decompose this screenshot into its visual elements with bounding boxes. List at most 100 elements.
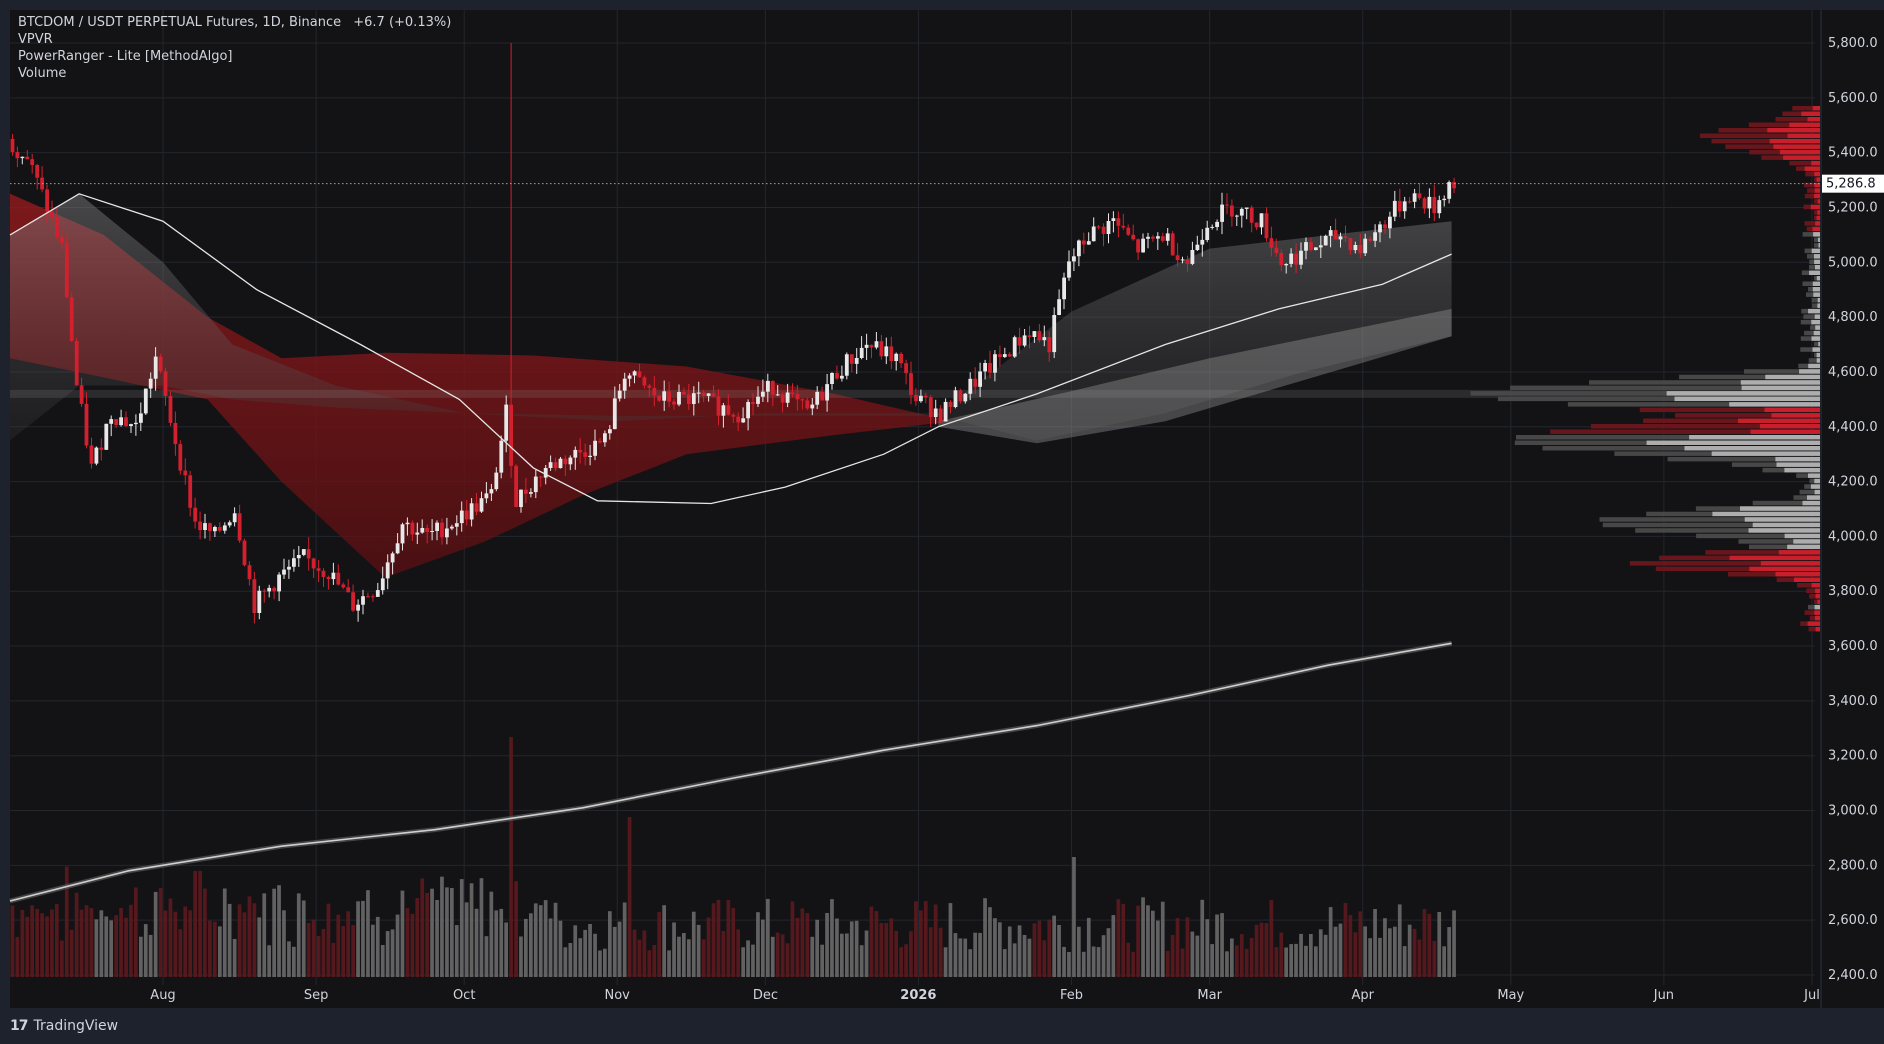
volume-bar (874, 911, 879, 977)
candles (10, 43, 1456, 624)
volume-bar (1185, 917, 1190, 977)
candle-body (780, 394, 785, 403)
vp-bar (1599, 517, 1820, 522)
volume-bar (1299, 933, 1303, 977)
candle-body (331, 572, 336, 580)
candle-body (1304, 242, 1308, 251)
vp-bar-highlight (1750, 429, 1820, 434)
chart-legend: BTCDOM / USDT PERPETUAL Futures, 1D, Bin… (18, 14, 451, 82)
vp-bar-highlight (1814, 610, 1820, 615)
volume-bar (361, 900, 365, 977)
candle-body (894, 353, 899, 361)
volume-bar (173, 911, 178, 977)
vp-bar-highlight (1818, 237, 1820, 243)
volume-bar (632, 929, 637, 977)
candle-body (1121, 225, 1126, 228)
candle-body (1417, 193, 1422, 199)
volume-bar (1432, 940, 1437, 977)
volume-bar (1368, 938, 1372, 977)
candle-body (1007, 354, 1012, 357)
tradingview-logo[interactable]: 17 TradingView (10, 1018, 118, 1034)
candle-body (415, 532, 420, 535)
volume-bar (1210, 944, 1214, 977)
candle-body (257, 590, 262, 613)
volume-bar (459, 879, 464, 977)
candle-body (124, 417, 128, 426)
candle-body (1077, 240, 1081, 257)
volume-bar (766, 898, 770, 977)
volume-bar (657, 911, 661, 977)
candle-body (909, 373, 913, 395)
vp-bar-highlight (1666, 391, 1820, 396)
volume-bar (375, 916, 380, 977)
volume-bar (993, 918, 997, 977)
vp-bar (1814, 243, 1820, 248)
vp-bar (1590, 424, 1820, 429)
price-tick-label: 5,000.0 (1828, 255, 1878, 270)
volume-bar (366, 890, 370, 977)
candle-body (262, 590, 267, 592)
candle-body (163, 371, 168, 396)
vp-bar-highlight (1793, 539, 1820, 544)
legend-symbol[interactable]: BTCDOM / USDT PERPETUAL Futures, 1D, Bin… (18, 15, 342, 30)
vp-bar-highlight (1813, 330, 1820, 336)
tradingview-logo-text: TradingView (33, 1018, 119, 1034)
candle-body (514, 465, 518, 507)
volume-profile (1470, 106, 1820, 632)
price-tick-label: 4,200.0 (1828, 475, 1878, 490)
candle-body (1017, 337, 1022, 346)
vp-bar-highlight (1767, 128, 1820, 133)
candle-body (385, 562, 390, 579)
volume-bar (983, 898, 987, 977)
candle-body (198, 521, 202, 531)
vp-bar-highlight (1760, 561, 1820, 566)
candle-body (1343, 236, 1348, 239)
volume-bar (1146, 905, 1150, 977)
volume-bar (795, 917, 800, 977)
candle-body (1165, 233, 1170, 241)
volume-bar (1378, 937, 1382, 977)
candle-body (35, 165, 40, 178)
volume-bar (1407, 924, 1412, 977)
price-tick-label: 4,000.0 (1828, 529, 1878, 544)
volume-bar (1072, 857, 1076, 977)
vp-bar-highlight (1752, 522, 1820, 528)
volume-bar (603, 948, 607, 977)
vp-bar-highlight (1775, 456, 1820, 462)
candle-body (489, 489, 494, 494)
vp-bar (1807, 188, 1820, 193)
volume-bar (1052, 915, 1056, 977)
candle-body (657, 395, 662, 401)
candle-body (869, 344, 874, 348)
candle-body (1397, 200, 1402, 212)
volume-bar (1294, 943, 1298, 977)
poc-highlight-band (10, 389, 1820, 398)
volume-bar (134, 887, 138, 977)
volume-bar (222, 888, 227, 977)
legend-indicator-volume[interactable]: Volume (18, 66, 67, 81)
volume-bar (203, 888, 207, 977)
volume-bar (1037, 920, 1042, 977)
candle-body (1407, 201, 1412, 203)
vp-bar (1749, 544, 1820, 550)
vp-bar-highlight (1808, 308, 1820, 314)
candle-body (1205, 227, 1210, 240)
volume-bar (721, 931, 726, 977)
time-tick-label: Oct (453, 988, 475, 1003)
candle-body (326, 577, 331, 579)
volume-bar (1042, 940, 1047, 977)
volume-bar (237, 904, 242, 977)
volume-bar (306, 923, 311, 977)
volume-bar (726, 900, 731, 977)
candle-body (445, 528, 449, 538)
legend-symbol-row[interactable]: BTCDOM / USDT PERPETUAL Futures, 1D, Bin… (18, 14, 451, 31)
vp-bar-highlight (1741, 385, 1820, 391)
vp-bar (1799, 489, 1820, 495)
candle-body (109, 419, 114, 424)
legend-indicator-powerranger[interactable]: PowerRanger - Lite [MethodAlgo] (18, 49, 233, 64)
vp-bar-highlight (1740, 506, 1820, 511)
volume-bar (1343, 903, 1348, 977)
legend-indicator-vpvr[interactable]: VPVR (18, 32, 53, 47)
vp-bar (1810, 325, 1820, 330)
